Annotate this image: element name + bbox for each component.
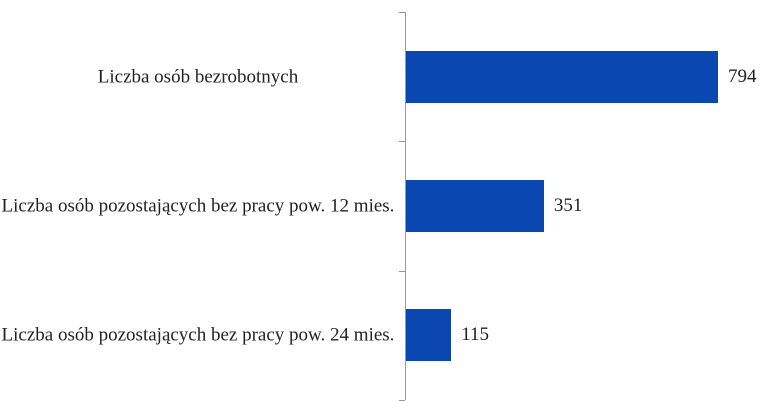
bar [406, 309, 452, 362]
axis-line [405, 12, 406, 400]
value-label: 115 [461, 324, 489, 346]
category-label: Liczba osób pozostających bez pracy pow.… [1, 324, 395, 346]
bar [406, 180, 544, 232]
value-label: 351 [553, 195, 583, 216]
axis-tick [399, 12, 405, 13]
axis-tick [399, 270, 405, 272]
bar [406, 50, 718, 103]
value-label: 794 [728, 65, 757, 87]
category-label: Liczba osób bezrobotnych [97, 66, 299, 88]
axis-tick [399, 141, 405, 143]
category-label: Liczba osób pozostających bez pracy pow.… [1, 195, 395, 217]
